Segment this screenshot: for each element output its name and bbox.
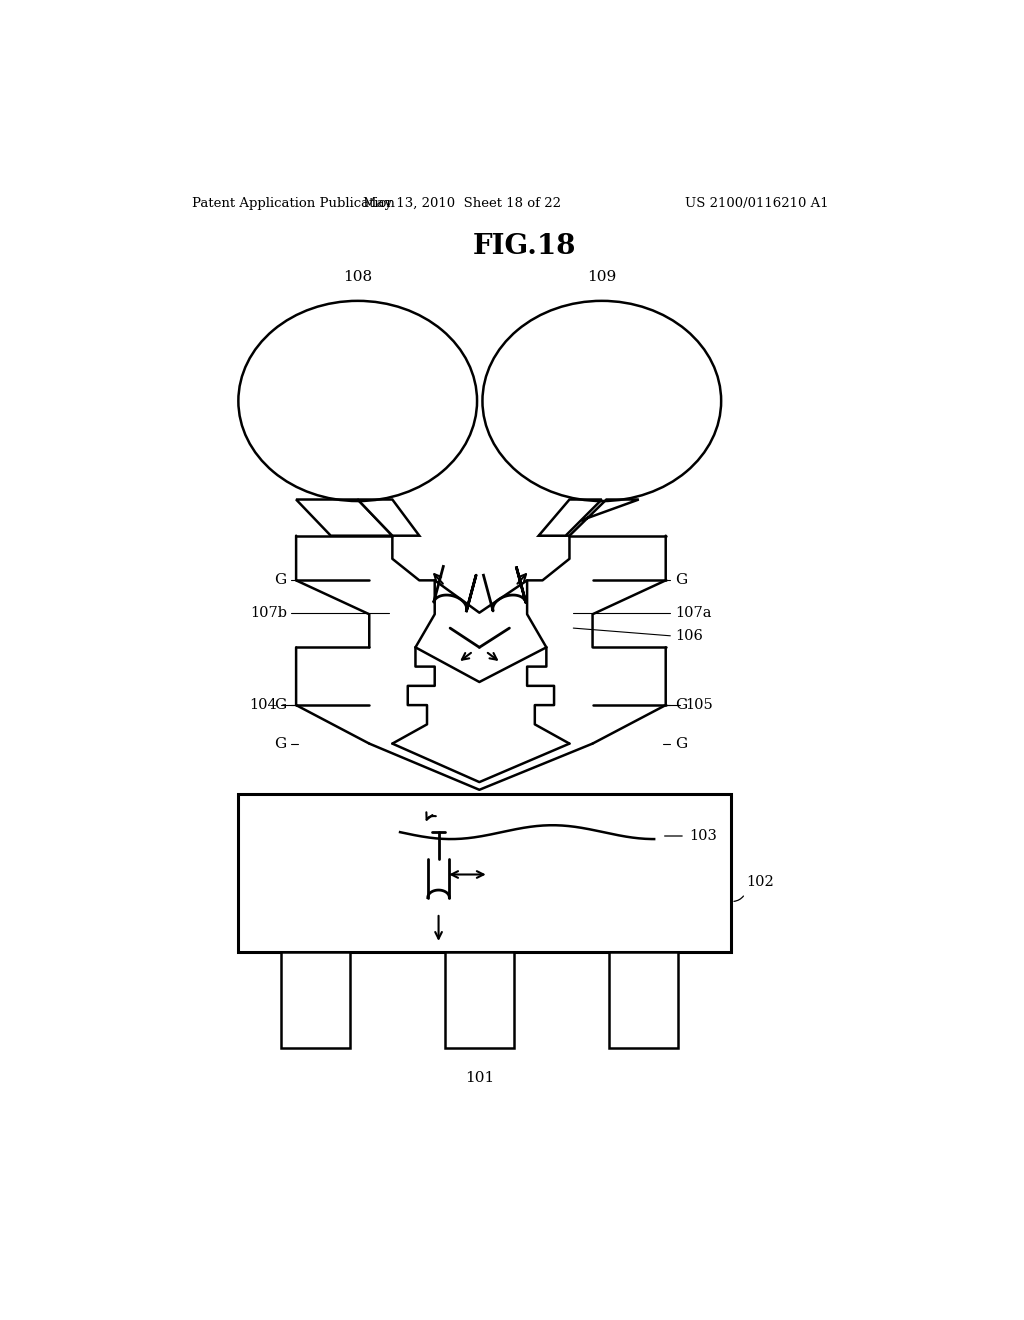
Text: 106: 106	[675, 628, 702, 643]
Text: G: G	[675, 737, 687, 751]
Text: G: G	[274, 573, 287, 587]
Text: G: G	[675, 573, 687, 587]
Bar	[444, 952, 514, 1048]
Text: Patent Application Publication: Patent Application Publication	[193, 197, 395, 210]
Text: 104: 104	[249, 698, 276, 711]
Text: 102: 102	[746, 875, 774, 890]
Text: G: G	[274, 737, 287, 751]
Polygon shape	[296, 499, 392, 536]
Polygon shape	[357, 499, 419, 536]
Text: 109: 109	[587, 269, 616, 284]
Bar	[608, 952, 678, 1048]
Polygon shape	[539, 499, 602, 536]
Text: 107b: 107b	[250, 606, 287, 619]
Text: May 13, 2010  Sheet 18 of 22: May 13, 2010 Sheet 18 of 22	[362, 197, 561, 210]
Text: G: G	[274, 698, 287, 711]
Text: 105: 105	[685, 698, 713, 711]
Bar	[239, 793, 731, 952]
Bar	[281, 952, 350, 1048]
Text: G: G	[675, 698, 687, 711]
Text: 103: 103	[689, 829, 717, 843]
Text: FIG.18: FIG.18	[473, 234, 577, 260]
Polygon shape	[539, 499, 639, 536]
Text: 107a: 107a	[675, 606, 712, 619]
Text: 101: 101	[465, 1071, 494, 1085]
Text: US 2100/0116210 A1: US 2100/0116210 A1	[685, 197, 828, 210]
Text: 108: 108	[343, 269, 373, 284]
